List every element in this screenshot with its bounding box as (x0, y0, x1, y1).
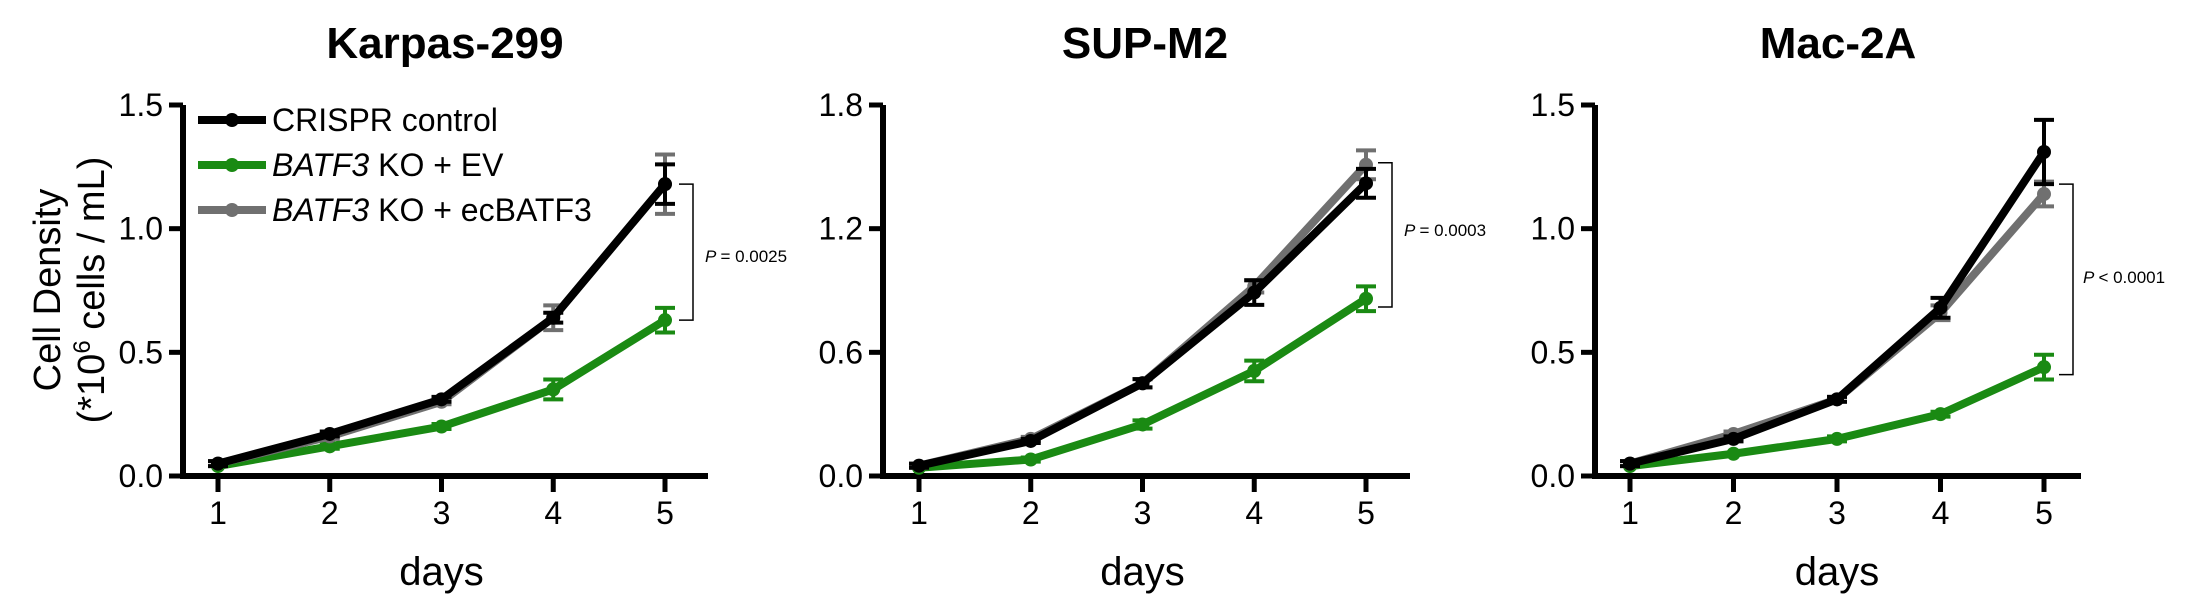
data-point-batf3-ko-ecbatf3 (2037, 187, 2051, 202)
chart-title: SUP-M2 (1062, 19, 1228, 68)
data-point-crispr-control (1933, 300, 1948, 315)
legend-label-crispr-control: CRISPR control (272, 102, 498, 138)
x-tick-label: 3 (1134, 495, 1152, 531)
data-point-batf3-ko-ev (1933, 407, 1948, 422)
data-point-batf3-ko-ev (546, 382, 561, 397)
legend-marker-batf3-ko-ecbatf3 (225, 203, 239, 217)
data-point-crispr-control (912, 458, 926, 473)
data-point-batf3-ko-ev (2037, 360, 2051, 375)
y-tick-label: 1.0 (119, 211, 163, 247)
y-tick-label: 0.5 (1531, 334, 1575, 370)
chart-panel-sup-m2: SUP-M2 0.0 0.6 1.2 1.8 1 2 3 4 5 days P = 0.0003 (819, 19, 1487, 594)
y-tick-label: 1.0 (1531, 211, 1575, 247)
data-point-crispr-control (1830, 392, 1844, 407)
chart-title: Karpas-299 (326, 19, 563, 68)
x-tick-label: 2 (321, 495, 339, 531)
y-tick-label: 1.2 (819, 211, 863, 247)
y-tick-label: 1.8 (819, 87, 863, 123)
data-point-crispr-control (211, 456, 225, 471)
legend: CRISPR control BATF3 KO + EV BATF3 KO + … (198, 102, 592, 228)
x-tick-label: 5 (2035, 495, 2053, 531)
data-point-batf3-ko-ev (434, 419, 449, 434)
chart-panel-karpas-299: Karpas-299 0.0 0.5 1.0 1.5 1 2 3 4 5 days P = 0.002… (119, 19, 788, 594)
x-tick-label: 5 (1357, 495, 1375, 531)
chart-title: Mac-2A (1760, 19, 1917, 68)
legend-item-batf3-ko-ev: BATF3 KO + EV (198, 147, 504, 183)
data-point-batf3-ko-ev (1023, 452, 1038, 467)
x-tick-label: 2 (1725, 495, 1743, 531)
x-axis-label: days (399, 550, 484, 594)
y-tick-label: 0.0 (1531, 458, 1575, 494)
legend-marker-crispr-control (225, 113, 239, 127)
data-point-crispr-control (322, 426, 337, 441)
legend-label-batf3-ko-ev: BATF3 KO + EV (272, 147, 504, 183)
y-axis-label-line2: (*106 cells / mL) (69, 157, 113, 424)
data-point-crispr-control (2037, 144, 2051, 159)
y-tick-label: 0.0 (819, 458, 863, 494)
x-tick-label: 3 (1828, 495, 1846, 531)
data-point-crispr-control (1359, 176, 1373, 191)
x-tick-label: 1 (910, 495, 928, 531)
data-point-crispr-control (546, 310, 561, 325)
y-tick-label: 0.6 (819, 334, 863, 370)
series-line-batf3-ko-ecbatf3 (1626, 190, 2048, 468)
series-line-crispr-control (1626, 147, 2048, 468)
data-point-crispr-control (434, 392, 449, 407)
data-point-batf3-ko-ev (1830, 431, 1844, 446)
x-tick-label: 1 (1621, 495, 1639, 531)
y-tick-label: 1.5 (119, 87, 163, 123)
x-tick-label: 4 (544, 495, 562, 531)
significance-bracket (679, 183, 694, 321)
p-value-label: P = 0.0003 (1404, 221, 1486, 240)
y-tick-label: 1.5 (1531, 87, 1575, 123)
data-point-crispr-control (1623, 456, 1637, 471)
y-axis-label: Cell Density (*106 cells / mL) (27, 157, 113, 424)
x-tick-label: 5 (656, 495, 674, 531)
data-point-batf3-ko-ev (1135, 417, 1150, 432)
p-value-label: P = 0.0025 (705, 247, 787, 266)
x-axis-label: days (1795, 550, 1880, 594)
data-point-batf3-ko-ev (1247, 363, 1262, 378)
significance-bracket (1378, 161, 1393, 308)
legend-marker-batf3-ko-ev (225, 158, 239, 172)
x-tick-label: 3 (433, 495, 451, 531)
data-point-batf3-ko-ev (1359, 291, 1373, 306)
legend-label-batf3-ko-ecbatf3: BATF3 KO + ecBATF3 (272, 192, 592, 228)
y-axis-label-line1: Cell Density (27, 189, 69, 392)
y-tick-label: 0.0 (119, 458, 163, 494)
x-tick-label: 1 (209, 495, 227, 531)
data-point-batf3-ko-ev (322, 439, 337, 454)
data-point-crispr-control (1023, 433, 1038, 448)
x-tick-label: 4 (1932, 495, 1950, 531)
y-tick-label: 0.5 (119, 334, 163, 370)
data-point-crispr-control (1247, 285, 1262, 300)
x-tick-label: 4 (1245, 495, 1263, 531)
data-point-crispr-control (658, 177, 672, 192)
x-axis-label: days (1100, 550, 1185, 594)
data-point-crispr-control (1135, 376, 1150, 391)
x-tick-label: 2 (1022, 495, 1040, 531)
legend-item-batf3-ko-ecbatf3: BATF3 KO + ecBATF3 (198, 192, 592, 228)
legend-item-crispr-control: CRISPR control (198, 102, 498, 138)
chart-panel-mac-2a: Mac-2A 0.0 0.5 1.0 1.5 1 2 3 4 5 days P < 0.0001 (1531, 19, 2166, 594)
data-point-batf3-ko-ev (1726, 446, 1741, 461)
data-point-crispr-control (1726, 431, 1741, 446)
p-value-label: P < 0.0001 (2083, 268, 2165, 287)
data-point-batf3-ko-ev (658, 313, 672, 328)
significance-bracket (2059, 183, 2074, 376)
